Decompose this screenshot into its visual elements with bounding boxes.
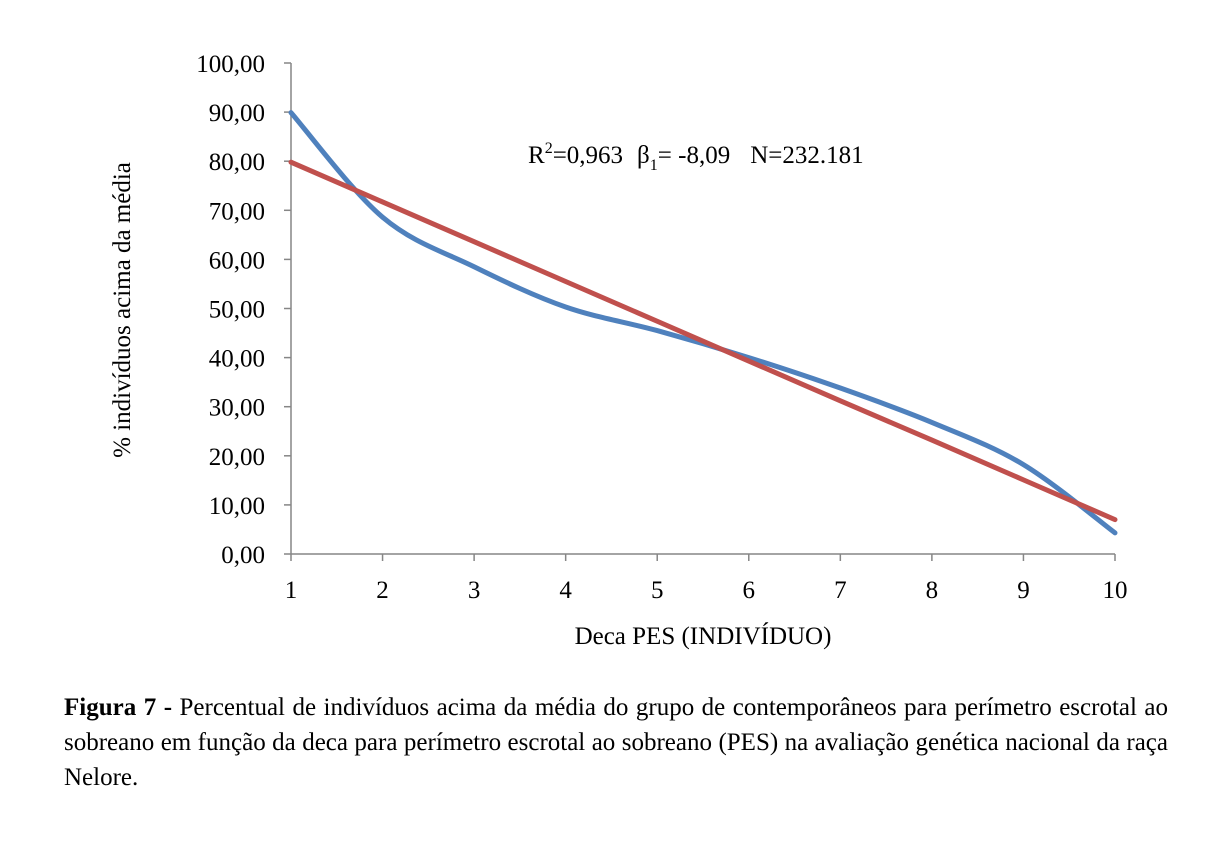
y-axis-ticks: 0,00 10,00 20,00 30,00 40,00 50,00 60,00 70,00 8… bbox=[196, 51, 291, 569]
x-tick-label: 6 bbox=[743, 577, 756, 604]
x-tick-label: 3 bbox=[468, 577, 481, 604]
y-tick-label: 70,00 bbox=[209, 198, 265, 225]
x-tick-label: 9 bbox=[1017, 577, 1030, 604]
caption-label: Figura 7 bbox=[64, 694, 157, 721]
x-tick-label: 10 bbox=[1103, 577, 1128, 604]
beta-subscript: 1 bbox=[650, 157, 658, 174]
y-tick-label: 30,00 bbox=[209, 395, 265, 422]
x-axis-title: Deca PES (INDIVÍDUO) bbox=[575, 622, 832, 650]
y-tick-label: 80,00 bbox=[209, 149, 265, 176]
x-tick-label: 7 bbox=[834, 577, 847, 604]
x-tick-label: 1 bbox=[285, 577, 298, 604]
r2-value: =0,963 bbox=[553, 142, 623, 169]
x-axis-ticks: 1 2 3 4 5 6 7 8 9 10 bbox=[285, 554, 1128, 604]
x-tick-label: 8 bbox=[926, 577, 939, 604]
y-tick-label: 20,00 bbox=[209, 444, 265, 471]
line-chart: 0,00 10,00 20,00 30,00 40,00 50,00 60,00 70,00 8… bbox=[109, 51, 1128, 650]
chart-annotation: R2=0,963 β1= -8,09 N=232.181 bbox=[528, 140, 864, 174]
x-tick-label: 5 bbox=[651, 577, 664, 604]
y-tick-label: 100,00 bbox=[196, 51, 265, 78]
y-tick-label: 10,00 bbox=[209, 493, 265, 520]
beta-label: β bbox=[637, 142, 650, 169]
y-tick-label: 0,00 bbox=[221, 542, 265, 569]
caption-dash: - bbox=[163, 694, 173, 721]
beta-value: = -8,09 bbox=[658, 142, 730, 169]
r2-superscript: 2 bbox=[545, 140, 553, 157]
n-value: N=232.181 bbox=[750, 142, 863, 169]
x-tick-label: 4 bbox=[559, 577, 572, 604]
series-line-trend bbox=[288, 159, 1118, 523]
y-axis-title: % indivíduos acima da média bbox=[109, 162, 136, 458]
series-line-observed bbox=[288, 110, 1118, 536]
y-tick-label: 60,00 bbox=[209, 247, 265, 274]
figure-caption: Figura 7 - Percentual de indivíduos acim… bbox=[64, 690, 1168, 795]
caption-text: Percentual de indivíduos acima da média … bbox=[64, 694, 1169, 791]
x-tick-label: 2 bbox=[376, 577, 389, 604]
y-tick-label: 50,00 bbox=[209, 297, 265, 324]
series-group bbox=[288, 110, 1118, 536]
y-tick-label: 40,00 bbox=[209, 346, 265, 373]
r2-label: R bbox=[528, 142, 545, 169]
y-tick-label: 90,00 bbox=[209, 100, 265, 127]
